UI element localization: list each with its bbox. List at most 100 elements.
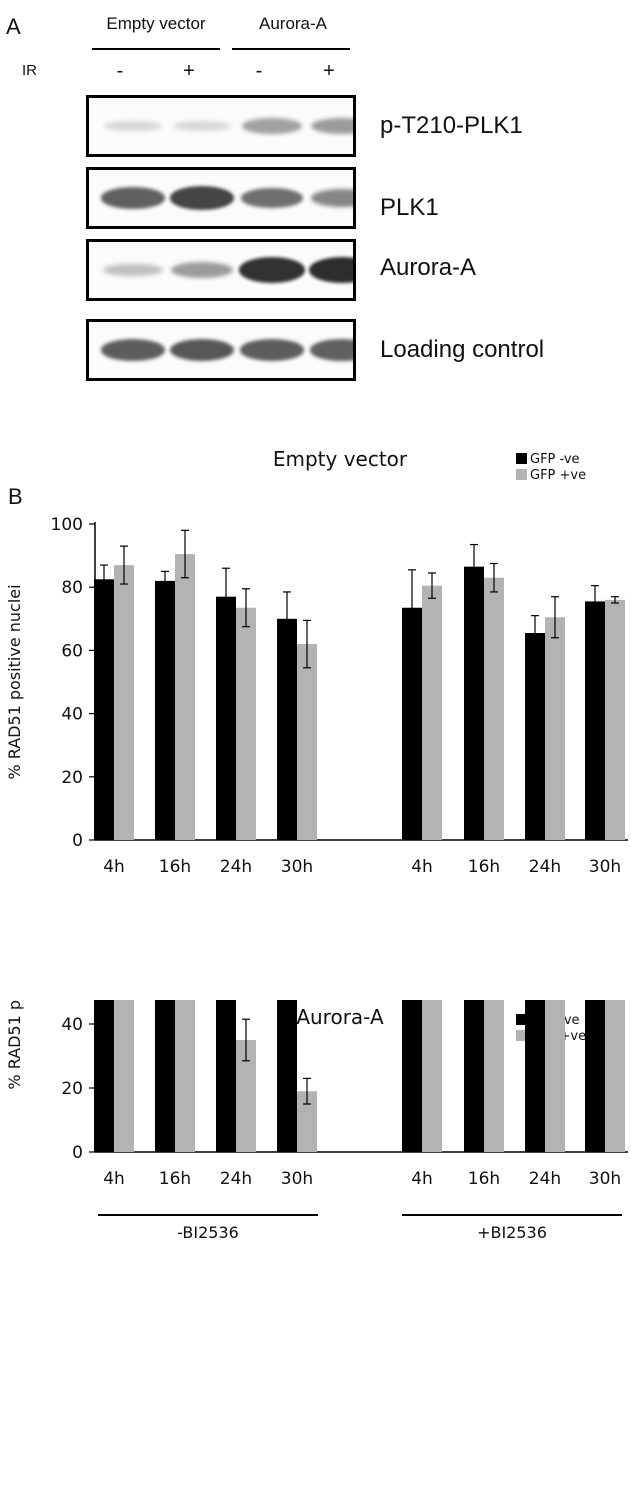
- bar: [114, 565, 134, 840]
- chart-title: Aurora-A: [296, 1005, 384, 1029]
- x-tick-label: 16h: [159, 1169, 191, 1189]
- blot-band: [240, 339, 304, 361]
- bar: [585, 601, 605, 840]
- bar: [605, 1000, 625, 1152]
- blot-band: [241, 188, 304, 208]
- bar: [464, 1000, 484, 1152]
- bar: [464, 567, 484, 840]
- bar: [297, 644, 317, 840]
- bar: [484, 1000, 504, 1152]
- blot-row-p-t210-plk1: [86, 95, 356, 157]
- panel-a-letter: A: [6, 14, 21, 40]
- y-tick-label: 80: [61, 578, 83, 598]
- bar: [402, 1000, 422, 1152]
- bar: [94, 1000, 114, 1152]
- y-tick-label: 0: [72, 831, 83, 851]
- y-tick-label: 40: [61, 705, 83, 725]
- blot-band: [311, 189, 356, 207]
- bar: [155, 581, 175, 840]
- y-tick-label: 20: [61, 1079, 83, 1099]
- lane-sign-3: -: [249, 60, 269, 83]
- blot-band: [170, 186, 235, 210]
- y-tick-label: 0: [72, 1143, 83, 1163]
- blot-band: [104, 121, 162, 132]
- bar: [525, 633, 545, 840]
- blot-band: [311, 118, 356, 134]
- bar: [216, 597, 236, 840]
- blot-band: [101, 339, 165, 361]
- x-tick-label: 4h: [103, 1169, 125, 1189]
- blot-band: [103, 264, 162, 277]
- bar: [216, 1000, 236, 1152]
- x-tick-label: 30h: [281, 1169, 313, 1189]
- blot-band: [310, 339, 356, 360]
- blot-band: [173, 121, 231, 132]
- blot-band: [239, 257, 305, 282]
- bar: [545, 617, 565, 840]
- bar: [175, 1000, 195, 1152]
- bar: [175, 554, 195, 840]
- x-tick-label: 16h: [468, 857, 500, 877]
- y-tick-label: 100: [51, 515, 83, 535]
- bar: [422, 1000, 442, 1152]
- bar: [114, 1000, 134, 1152]
- x-tick-label: 30h: [281, 857, 313, 877]
- x-tick-label: 4h: [411, 1169, 433, 1189]
- x-tick-label: 24h: [529, 857, 561, 877]
- lane-sign-1: -: [110, 60, 130, 83]
- lane-sign-2: +: [179, 60, 199, 83]
- legend-swatch: [516, 453, 527, 464]
- group-underline-aurora-a: [232, 48, 350, 50]
- x-tick-label: 24h: [529, 1169, 561, 1189]
- group-label-aurora-a: Aurora-A: [228, 14, 358, 34]
- y-tick-label: 60: [61, 641, 83, 661]
- y-axis-label: % RAD51 positive nuclei: [5, 584, 24, 779]
- group-underline-empty-vector: [92, 48, 220, 50]
- lane-sign-4: +: [319, 60, 339, 83]
- bar: [545, 1000, 565, 1152]
- bar: [605, 600, 625, 840]
- blot-label-loading-control: Loading control: [380, 336, 544, 364]
- x-tick-label: 16h: [159, 857, 191, 877]
- blot-row-aurora-a: [86, 239, 356, 301]
- blot-band: [170, 339, 234, 361]
- group-label: +BI2536: [477, 1223, 547, 1242]
- bar: [155, 1000, 175, 1152]
- blot-label-p-t210-plk1: p-T210-PLK1: [380, 112, 523, 140]
- x-tick-label: 4h: [411, 857, 433, 877]
- bar: [236, 608, 256, 840]
- legend-label: GFP -ve: [530, 452, 580, 467]
- ir-label: IR: [22, 62, 37, 79]
- bar: [277, 619, 297, 840]
- bar: [94, 579, 114, 840]
- x-tick-label: 30h: [589, 857, 621, 877]
- blot-band: [101, 187, 165, 208]
- x-tick-label: 4h: [103, 857, 125, 877]
- bar: [585, 1000, 605, 1152]
- x-tick-label: 24h: [220, 1169, 252, 1189]
- x-tick-label: 16h: [468, 1169, 500, 1189]
- chart-title: Empty vector: [273, 447, 408, 471]
- group-label-empty-vector: Empty vector: [86, 14, 226, 34]
- bar: [277, 1000, 297, 1152]
- blot-label-plk1: PLK1: [380, 194, 439, 222]
- legend-swatch: [516, 469, 527, 480]
- x-tick-label: 24h: [220, 857, 252, 877]
- blot-row-loading-control: [86, 319, 356, 381]
- blot-band: [309, 257, 356, 283]
- x-tick-label: 30h: [589, 1169, 621, 1189]
- y-axis-label: % RAD51 positive nuclei: [5, 1000, 24, 1090]
- blot-band: [242, 118, 303, 134]
- bar: [484, 578, 504, 840]
- bar: [525, 1000, 545, 1152]
- bar: [422, 586, 442, 840]
- blot-row-plk1: [86, 167, 356, 229]
- blot-band: [171, 262, 232, 278]
- blot-label-aurora-a: Aurora-A: [380, 254, 476, 282]
- y-tick-label: 20: [61, 768, 83, 788]
- group-label: -BI2536: [177, 1223, 239, 1242]
- legend-label: GFP +ve: [530, 468, 586, 483]
- y-tick-label: 40: [61, 1015, 83, 1035]
